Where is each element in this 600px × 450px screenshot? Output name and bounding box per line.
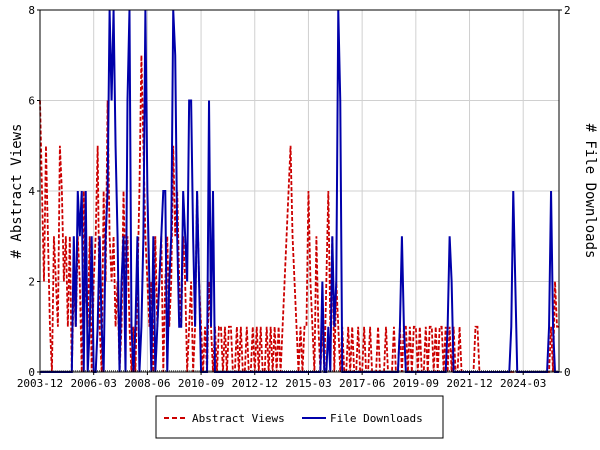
x-tick-label: 2010-09	[178, 377, 224, 390]
left-tick-label: 8	[28, 4, 35, 17]
x-tick-label: 2024-03	[500, 377, 546, 390]
left-tick-label: 0	[28, 366, 35, 379]
x-tick-label: 2015-03	[285, 377, 331, 390]
right-axis-title: # File Downloads	[582, 124, 598, 259]
right-tick-label: 0	[564, 366, 571, 379]
x-axis-ticks: 2003-12 2006-03 2008-06 2010-09 2012-12 2015-…	[17, 370, 560, 390]
left-axis-title: # Abstract Views	[9, 124, 25, 259]
left-tick-label: 4	[28, 185, 35, 198]
x-tick-label: 2017-06	[339, 377, 385, 390]
legend-box	[155, 395, 444, 439]
legend-label-file-downloads: File Downloads	[330, 412, 423, 425]
x-tick-label: 2019-09	[393, 377, 439, 390]
x-tick-label: 2008-06	[124, 377, 170, 390]
x-tick-label: 2006-03	[71, 377, 117, 390]
right-tick-label: 2	[564, 4, 571, 17]
x-tick-label: 2021-12	[446, 377, 492, 390]
legend-label-abstract-views: Abstract Views	[192, 412, 285, 425]
legend: Abstract Views File Downloads	[155, 395, 444, 439]
right-axis-ticks: 02	[559, 4, 571, 379]
left-tick-label: 6	[28, 95, 35, 108]
left-tick-label: 2	[28, 276, 35, 289]
x-tick-label: 2012-12	[232, 377, 278, 390]
left-axis-ticks: 0 2 4 6 8	[28, 4, 40, 379]
x-tick-label: 2003-12	[17, 377, 63, 390]
